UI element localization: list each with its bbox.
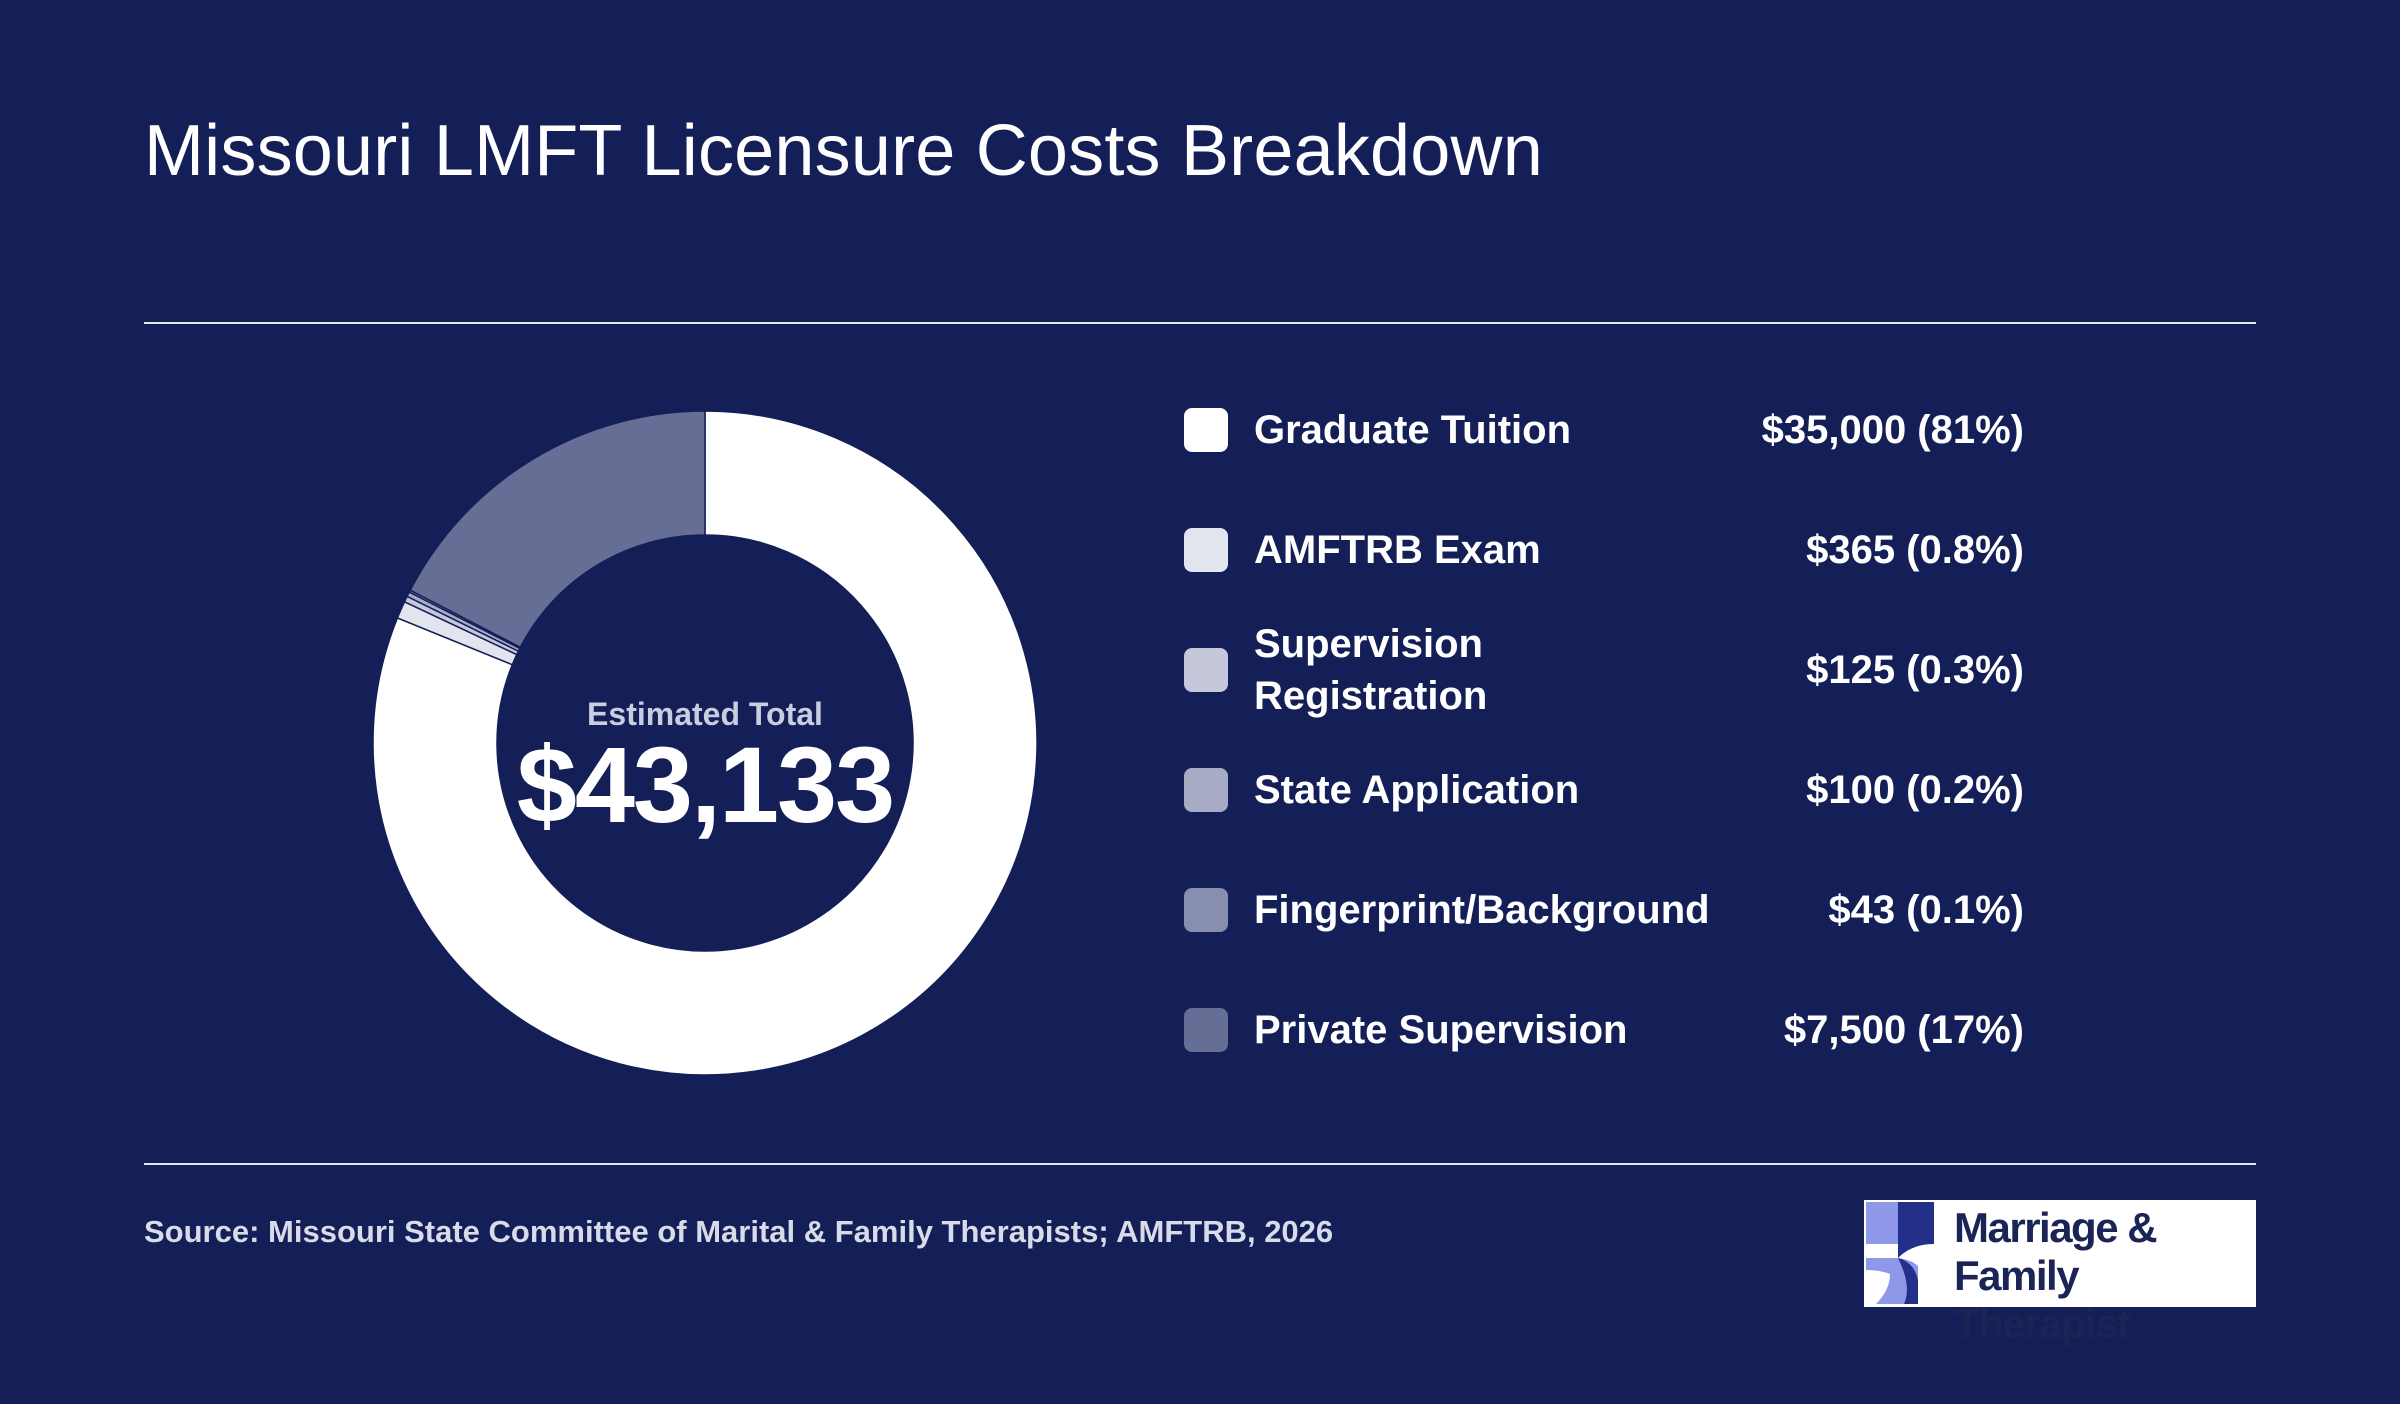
logo-text-line1: Marriage & Family <box>1954 1204 2158 1299</box>
legend-swatch <box>1184 768 1228 812</box>
legend-item-amftrb-exam: AMFTRB Exam $365 (0.8%) <box>1184 500 2024 600</box>
logo-text-line2: Therapist <box>1954 1300 2131 1347</box>
legend-item-state-application: State Application $100 (0.2%) <box>1184 740 2024 840</box>
source-note: Source: Missouri State Committee of Mari… <box>144 1214 1334 1249</box>
legend-item-private-supervision: Private Supervision $7,500 (17%) <box>1184 980 2024 1080</box>
top-divider <box>144 322 2256 324</box>
legend-value: $125 (0.3%) <box>1806 648 2024 692</box>
legend-item-fingerprint-background: Fingerprint/Background $43 (0.1%) <box>1184 860 2024 960</box>
legend-swatch <box>1184 888 1228 932</box>
chart-title: Missouri LMFT Licensure Costs Breakdown <box>144 111 1543 191</box>
center-total-label: Estimated Total <box>587 696 823 732</box>
donut-chart <box>372 410 1038 1076</box>
legend-value: $35,000 (81%) <box>1761 408 2024 452</box>
legend-label: Private Supervision <box>1254 1008 1628 1052</box>
legend-item-graduate-tuition: Graduate Tuition $35,000 (81%) <box>1184 380 2024 480</box>
legend-value: $365 (0.8%) <box>1806 528 2024 572</box>
legend-label: State Application <box>1254 768 1580 812</box>
legend-value: $43 (0.1%) <box>1828 888 2024 932</box>
donut-slice-graduate-tuition <box>372 410 1038 1076</box>
legend-label: AMFTRB Exam <box>1254 528 1541 572</box>
legend-swatch <box>1184 1008 1228 1052</box>
legend-label: Fingerprint/Background <box>1254 888 1710 932</box>
logo-mark-icon <box>1864 1200 1954 1307</box>
brand-logo: Marriage & Family Therapist <box>1864 1200 2256 1347</box>
legend-value: $7,500 (17%) <box>1783 1008 2024 1052</box>
legend-label: Graduate Tuition <box>1254 408 1572 452</box>
donut-slice-private-supervision <box>409 410 706 649</box>
legend-value: $100 (0.2%) <box>1806 768 2024 812</box>
legend-swatch <box>1184 528 1228 572</box>
center-total-value: $43,133 <box>516 724 895 845</box>
legend-swatch <box>1184 648 1228 692</box>
legend-item-supervision-registration: Supervision Registration $125 (0.3%) <box>1184 620 2024 720</box>
legend-swatch <box>1184 408 1228 452</box>
legend-label: Supervision Registration <box>1254 622 1488 718</box>
bottom-divider <box>144 1163 2256 1165</box>
